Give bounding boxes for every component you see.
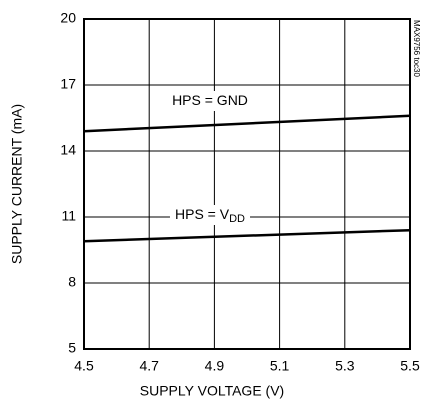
series-line: [83, 228, 411, 243]
y-tick-label: 20: [60, 10, 76, 26]
y-axis-label: SUPPLY CURRENT (mA): [9, 104, 25, 264]
plot-frame: [83, 18, 411, 350]
y-tick-label: 8: [68, 274, 76, 290]
x-tick-label: 4.5: [74, 358, 94, 374]
y-tick-label: 11: [61, 208, 76, 224]
x-tick-label: 5.1: [270, 358, 290, 374]
x-tick-label: 5.3: [335, 358, 355, 374]
y-tick-label: 17: [60, 76, 76, 92]
series-label: HPS = GND: [172, 92, 248, 108]
series-label: HPS = VDD: [175, 206, 245, 225]
series-line: [83, 114, 411, 133]
x-tick-label: 4.7: [139, 358, 159, 374]
label-background: [167, 91, 253, 111]
watermark: MAX9756 toc30: [412, 20, 421, 77]
x-tick-label: 5.5: [400, 358, 420, 374]
series-label-text: HPS = GND: [172, 92, 248, 108]
y-tick-label: 14: [60, 142, 76, 158]
label-background: [169, 205, 251, 225]
x-axis-label: SUPPLY VOLTAGE (V): [140, 383, 284, 399]
x-tick-label: 4.9: [205, 358, 225, 374]
series-label-subscript: DD: [229, 213, 245, 225]
series-label-text: HPS = V: [175, 206, 230, 222]
y-tick-label: 5: [68, 340, 76, 356]
